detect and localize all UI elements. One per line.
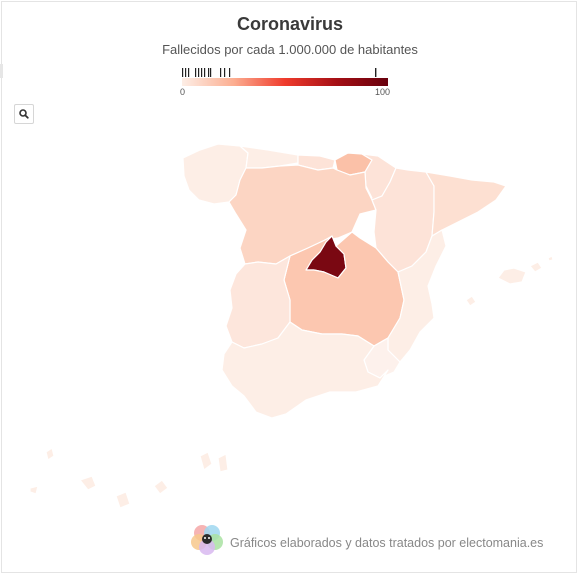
chart-title: Coronavirus [236, 14, 344, 34]
color-legend: 0 100 [180, 68, 390, 100]
legend-gradient-bar [182, 78, 388, 86]
credit-text: Gráficos elaborados y datos tratados por… [230, 536, 544, 550]
side-tab [0, 64, 3, 78]
legend-min-label: 0 [180, 87, 186, 97]
legend-max-label: 100 [374, 87, 390, 97]
electomania-logo [191, 525, 223, 555]
legend-distribution-ticks [182, 68, 377, 77]
footer-credit: Gráficos elaborados y datos tratados por… [190, 522, 570, 556]
spain-map [29, 143, 554, 509]
region-cataluna[interactable] [425, 171, 507, 237]
region-andalucia[interactable] [221, 321, 389, 419]
search-icon [19, 109, 29, 119]
region-asturias[interactable] [239, 145, 299, 169]
region-canarias[interactable] [29, 447, 229, 509]
search-button[interactable] [14, 104, 34, 124]
region-comunidad-valenciana[interactable] [387, 229, 447, 363]
region-baleares[interactable] [465, 255, 554, 307]
region-castilla-y-leon[interactable] [228, 164, 377, 265]
chart-subtitle: Fallecidos por cada 1.000.000 de habitan… [162, 42, 418, 57]
